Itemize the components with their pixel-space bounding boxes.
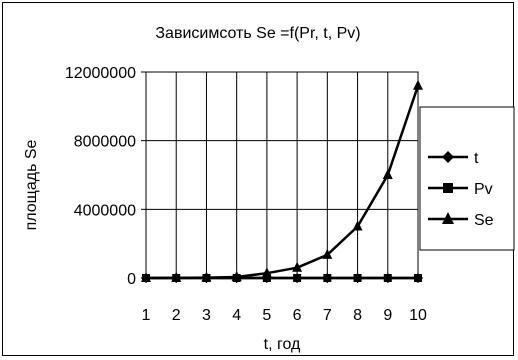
legend-label-Pv: Pv <box>474 181 493 198</box>
legend-label-Se: Se <box>474 212 494 229</box>
data-point-Pv <box>383 274 392 282</box>
x-axis-label: t, год <box>264 336 301 353</box>
data-point-Pv <box>323 274 332 282</box>
data-point-Se <box>261 267 272 278</box>
plot-area <box>145 71 419 279</box>
series-line-Se <box>145 85 420 280</box>
data-point-Pv <box>353 274 362 282</box>
data-point-Pv <box>414 274 422 282</box>
data-point-Se <box>231 270 242 281</box>
y-tick-label: 4000000 <box>74 202 136 219</box>
x-tick-label: 9 <box>383 307 392 324</box>
x-tick-label: 7 <box>323 307 332 324</box>
legend-marker-Se <box>442 212 454 224</box>
x-tick-label: 1 <box>142 307 151 324</box>
x-tick-label: 6 <box>293 307 302 324</box>
data-point-Se <box>141 272 151 282</box>
data-point-Se <box>382 169 393 179</box>
x-tick-label: 10 <box>409 307 427 324</box>
legend-marker-Pv <box>443 183 453 193</box>
data-point-Se <box>322 248 333 259</box>
legend-box <box>419 106 515 251</box>
x-tick-label: 4 <box>232 307 241 324</box>
legend-marker-t <box>442 151 454 163</box>
data-point-Pv <box>262 274 271 282</box>
y-tick-label: 8000000 <box>74 134 136 151</box>
data-point-Se <box>171 271 182 282</box>
x-tick-label: 3 <box>202 307 211 324</box>
data-point-Se <box>352 220 363 231</box>
y-axis-label: площадь Se <box>23 139 40 230</box>
data-point-Se <box>201 271 212 282</box>
chart-title: Зависимсоть Se =f(Pr, t, Pv) <box>155 25 360 42</box>
y-tick-label: 12000000 <box>65 65 136 82</box>
data-point-Se <box>413 79 423 90</box>
x-tick-label: 2 <box>172 307 181 324</box>
data-point-Pv <box>293 274 302 282</box>
data-point-Se <box>292 261 303 272</box>
y-tick-label: 0 <box>127 271 136 288</box>
x-tick-label: 5 <box>262 307 271 324</box>
legend-label-t: t <box>474 150 479 167</box>
x-tick-label: 8 <box>353 307 362 324</box>
